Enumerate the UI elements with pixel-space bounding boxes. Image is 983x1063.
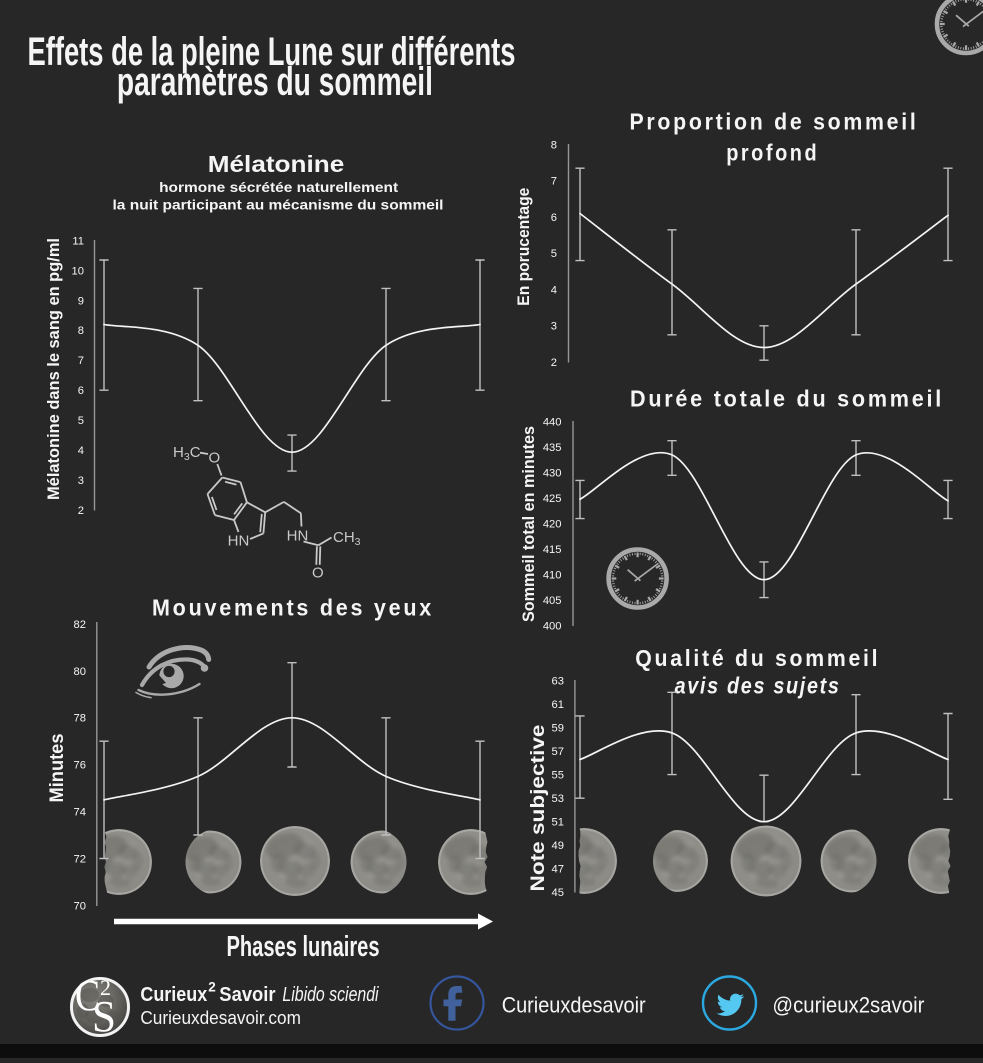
svg-text:Mélatonine: Mélatonine <box>208 151 345 177</box>
svg-text:47: 47 <box>552 864 564 876</box>
svg-text:80: 80 <box>74 666 86 678</box>
svg-text:Phases lunaires: Phases lunaires <box>227 931 380 963</box>
svg-text:paramètres du sommeil: paramètres du sommeil <box>117 60 433 104</box>
svg-text:420: 420 <box>543 519 562 531</box>
svg-text:72: 72 <box>74 853 86 865</box>
svg-text:9: 9 <box>78 295 84 307</box>
svg-text:4: 4 <box>551 284 557 296</box>
svg-text:Curieuxdesavoir.com: Curieuxdesavoir.com <box>140 1008 301 1028</box>
svg-text:En porucentage: En porucentage <box>514 188 533 306</box>
svg-text:@curieux2savoir: @curieux2savoir <box>772 993 924 1018</box>
svg-text:Qualité du sommeil: Qualité du sommeil <box>635 645 880 671</box>
svg-text:400: 400 <box>543 621 562 633</box>
svg-text:415: 415 <box>543 544 562 556</box>
svg-text:Mouvements des yeux: Mouvements des yeux <box>152 595 434 621</box>
svg-text:2: 2 <box>551 357 557 369</box>
svg-text:7: 7 <box>78 355 84 367</box>
svg-text:Effets de la pleine Lune sur d: Effets de la pleine Lune sur différents <box>28 30 516 74</box>
svg-text:S: S <box>92 992 116 1041</box>
svg-text:O: O <box>312 565 324 582</box>
svg-text:405: 405 <box>543 595 562 607</box>
svg-text:Minutes: Minutes <box>47 734 68 803</box>
svg-text:avis des sujets: avis des sujets <box>675 673 841 699</box>
svg-text:HN: HN <box>287 528 309 545</box>
svg-text:Curieux: Curieux <box>140 984 207 1006</box>
svg-text:hormone sécrétée naturellement: hormone sécrétée naturellement <box>159 179 398 195</box>
svg-text:61: 61 <box>552 699 564 711</box>
svg-text:63: 63 <box>552 676 564 688</box>
svg-text:Mélatonine dans le sang en pg/: Mélatonine dans le sang en pg/ml <box>44 238 63 500</box>
svg-text:435: 435 <box>543 442 562 454</box>
svg-text:59: 59 <box>552 723 564 735</box>
svg-text:10: 10 <box>72 265 84 277</box>
svg-text:6: 6 <box>78 385 84 397</box>
svg-text:8: 8 <box>78 325 84 337</box>
svg-text:4: 4 <box>78 445 84 457</box>
svg-text:5: 5 <box>78 415 84 427</box>
svg-text:Libido sciendi: Libido sciendi <box>282 984 379 1006</box>
svg-text:Note subjective: Note subjective <box>528 725 549 892</box>
svg-text:C: C <box>75 971 100 1020</box>
svg-text:51: 51 <box>552 817 564 829</box>
svg-text:Durée totale du sommeil: Durée totale du sommeil <box>630 386 944 412</box>
svg-text:425: 425 <box>543 493 562 505</box>
svg-text:49: 49 <box>552 840 564 852</box>
svg-text:57: 57 <box>552 746 564 758</box>
svg-text:440: 440 <box>543 417 562 429</box>
svg-text:76: 76 <box>74 760 86 772</box>
svg-text:11: 11 <box>72 235 84 247</box>
svg-text:Proportion de sommeil: Proportion de sommeil <box>630 108 919 134</box>
svg-text:2: 2 <box>78 505 84 517</box>
svg-text:74: 74 <box>74 807 86 819</box>
svg-text:Savoir: Savoir <box>219 984 275 1006</box>
svg-text:6: 6 <box>551 212 557 224</box>
svg-text:2: 2 <box>208 980 216 995</box>
svg-text:CH3: CH3 <box>333 529 361 548</box>
svg-text:HN: HN <box>228 533 250 550</box>
svg-text:la nuit participant au mécanis: la nuit participant au mécanisme du somm… <box>113 197 444 213</box>
svg-text:profond: profond <box>726 140 819 166</box>
svg-text:O: O <box>208 449 220 466</box>
svg-text:7: 7 <box>551 176 557 188</box>
svg-text:70: 70 <box>74 900 86 912</box>
svg-text:78: 78 <box>74 713 86 725</box>
svg-text:2: 2 <box>100 975 111 1000</box>
svg-text:Curieuxdesavoir: Curieuxdesavoir <box>502 993 646 1018</box>
svg-text:45: 45 <box>552 887 564 899</box>
svg-text:430: 430 <box>543 468 562 480</box>
svg-text:55: 55 <box>552 770 564 782</box>
svg-text:53: 53 <box>552 793 564 805</box>
svg-text:5: 5 <box>551 248 557 260</box>
svg-text:3: 3 <box>551 321 557 333</box>
svg-text:Sommeil total en minutes: Sommeil total en minutes <box>519 426 538 622</box>
svg-text:H3C: H3C <box>173 444 201 463</box>
svg-text:3: 3 <box>78 475 84 487</box>
svg-text:8: 8 <box>551 140 557 152</box>
svg-text:82: 82 <box>74 619 86 631</box>
svg-text:410: 410 <box>543 570 562 582</box>
